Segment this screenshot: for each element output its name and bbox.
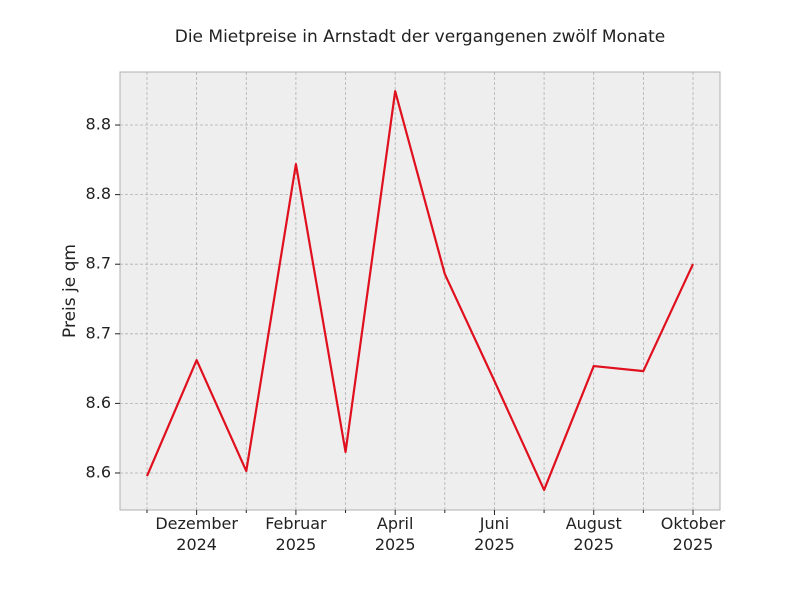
plot-area	[119, 71, 721, 511]
y-tick-label: 8.6	[86, 393, 111, 412]
x-tick-label: August 2025	[565, 514, 622, 554]
x-tick-label: Juni 2025	[474, 514, 515, 554]
x-tick-label: Oktober 2025	[660, 514, 726, 554]
y-tick-label: 8.7	[86, 323, 111, 342]
x-tick-label: Februar 2025	[265, 514, 327, 554]
y-tick-label: 8.8	[86, 115, 111, 134]
y-tick-label: 8.6	[86, 462, 111, 481]
data-line	[145, 90, 694, 492]
x-tick-label: Dezember 2024	[155, 514, 238, 554]
x-tick-label: April 2025	[374, 514, 416, 554]
y-tick-label: 8.8	[86, 184, 111, 203]
y-tick-label: 8.7	[86, 254, 111, 273]
y-axis-label: Preis je qm	[60, 244, 80, 338]
chart-title: Die Mietpreise in Arnstadt der vergangen…	[175, 27, 666, 47]
